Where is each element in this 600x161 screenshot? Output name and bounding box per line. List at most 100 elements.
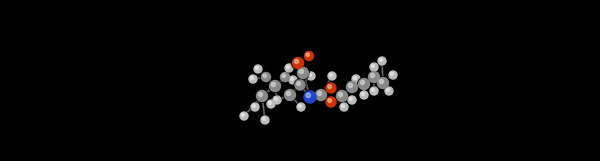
Circle shape xyxy=(250,102,260,112)
Circle shape xyxy=(295,80,305,90)
Circle shape xyxy=(271,82,275,87)
Circle shape xyxy=(377,56,386,66)
Circle shape xyxy=(325,82,337,94)
Circle shape xyxy=(325,96,337,108)
Circle shape xyxy=(347,95,356,105)
Circle shape xyxy=(240,112,248,120)
Circle shape xyxy=(370,87,378,95)
Circle shape xyxy=(361,92,364,95)
Circle shape xyxy=(298,67,308,79)
Circle shape xyxy=(360,91,368,99)
Circle shape xyxy=(294,79,306,91)
Circle shape xyxy=(289,76,297,84)
Circle shape xyxy=(370,86,379,96)
Circle shape xyxy=(272,95,281,105)
Circle shape xyxy=(241,113,244,116)
Circle shape xyxy=(304,91,316,103)
Circle shape xyxy=(370,73,374,78)
Circle shape xyxy=(379,79,383,84)
Circle shape xyxy=(257,90,268,101)
Circle shape xyxy=(259,92,263,97)
Circle shape xyxy=(286,91,290,95)
Circle shape xyxy=(359,79,370,90)
Circle shape xyxy=(349,97,352,100)
Circle shape xyxy=(282,74,286,77)
Circle shape xyxy=(314,89,328,101)
Circle shape xyxy=(340,103,348,111)
Circle shape xyxy=(326,97,336,107)
Circle shape xyxy=(251,103,259,111)
Circle shape xyxy=(273,96,281,104)
Circle shape xyxy=(290,77,293,80)
Circle shape xyxy=(368,71,380,82)
Circle shape xyxy=(261,116,269,124)
Circle shape xyxy=(305,52,314,61)
Circle shape xyxy=(329,73,332,76)
Circle shape xyxy=(292,57,304,69)
Circle shape xyxy=(249,75,257,83)
Circle shape xyxy=(379,58,382,61)
Circle shape xyxy=(378,57,386,65)
Circle shape xyxy=(307,71,316,81)
Circle shape xyxy=(303,90,317,104)
Circle shape xyxy=(269,80,281,91)
Circle shape xyxy=(386,88,389,91)
Circle shape xyxy=(306,93,311,98)
Circle shape xyxy=(266,99,275,109)
Circle shape xyxy=(293,57,304,68)
Circle shape xyxy=(297,103,305,111)
Circle shape xyxy=(352,75,360,83)
Circle shape xyxy=(371,64,374,67)
Circle shape xyxy=(261,72,271,82)
Circle shape xyxy=(269,80,281,92)
Circle shape xyxy=(296,67,310,79)
Circle shape xyxy=(328,99,331,103)
Circle shape xyxy=(262,117,265,120)
Circle shape xyxy=(299,69,304,74)
Circle shape xyxy=(370,62,379,72)
Circle shape xyxy=(389,71,397,79)
Circle shape xyxy=(284,90,296,100)
Circle shape xyxy=(353,76,356,79)
Circle shape xyxy=(385,87,393,95)
Circle shape xyxy=(371,88,374,91)
Circle shape xyxy=(281,72,290,81)
Circle shape xyxy=(296,102,305,112)
Circle shape xyxy=(358,78,370,90)
Circle shape xyxy=(385,86,394,96)
Circle shape xyxy=(256,90,268,102)
Circle shape xyxy=(388,70,398,80)
Circle shape xyxy=(340,102,349,112)
Circle shape xyxy=(239,111,248,121)
Circle shape xyxy=(308,73,311,76)
Circle shape xyxy=(263,74,266,77)
Circle shape xyxy=(295,59,299,64)
Circle shape xyxy=(361,80,365,85)
Circle shape xyxy=(328,71,337,81)
Circle shape xyxy=(335,90,349,102)
Circle shape xyxy=(328,72,336,80)
Circle shape xyxy=(298,104,301,107)
Circle shape xyxy=(306,53,310,57)
Circle shape xyxy=(253,64,263,74)
Circle shape xyxy=(248,74,257,84)
Circle shape xyxy=(359,90,368,100)
Circle shape xyxy=(316,90,326,100)
Circle shape xyxy=(268,101,271,104)
Circle shape xyxy=(368,71,380,83)
Circle shape xyxy=(280,72,290,82)
Circle shape xyxy=(352,74,361,84)
Circle shape xyxy=(348,96,356,104)
Circle shape xyxy=(286,65,289,68)
Circle shape xyxy=(284,63,293,73)
Circle shape xyxy=(267,100,275,108)
Circle shape xyxy=(341,104,344,107)
Circle shape xyxy=(304,51,314,61)
Circle shape xyxy=(338,92,343,97)
Circle shape xyxy=(377,77,389,89)
Circle shape xyxy=(260,115,269,125)
Circle shape xyxy=(256,66,259,69)
Circle shape xyxy=(391,72,394,75)
Circle shape xyxy=(326,83,336,93)
Circle shape xyxy=(317,91,322,95)
